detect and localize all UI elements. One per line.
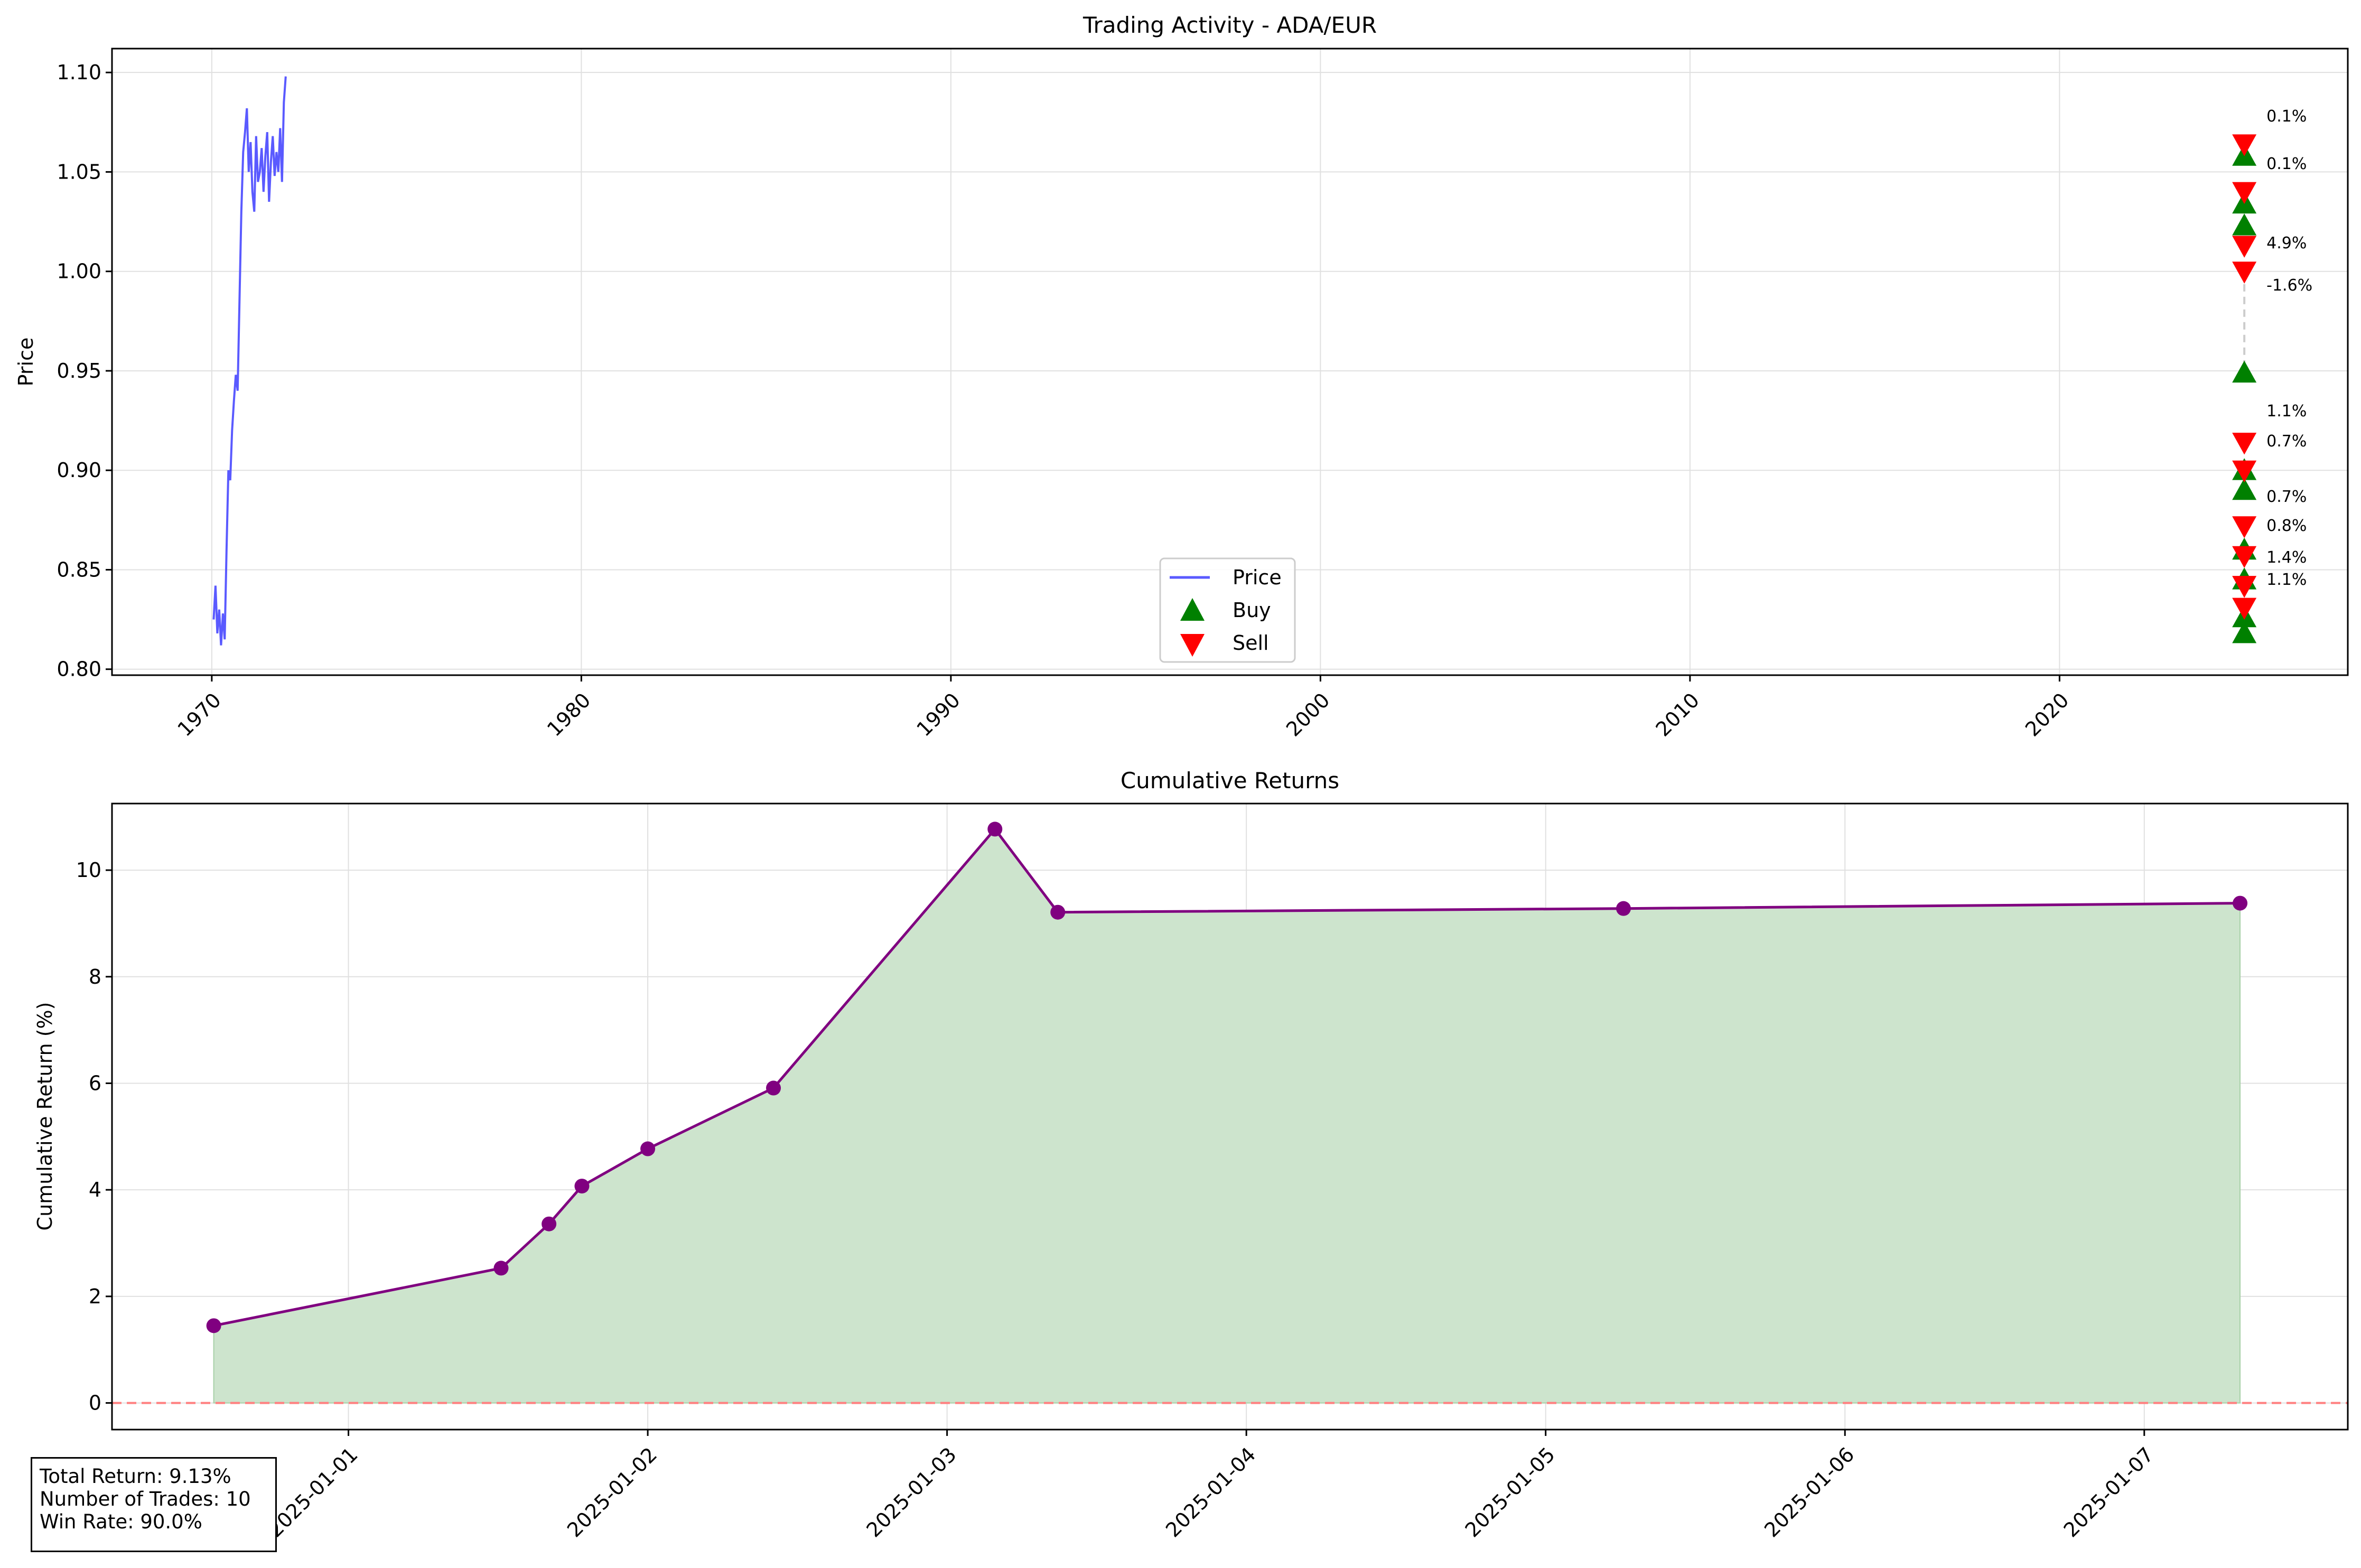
y-tick-label: 4 bbox=[89, 1178, 101, 1201]
price-chart-ticks: 1970 1980 1990 2000 2010 2020 0.80 0.85 0.90 0.95… bbox=[57, 61, 2073, 741]
y-tick-label: 1.05 bbox=[57, 160, 101, 183]
sell-marker bbox=[2232, 134, 2257, 156]
x-tick-label: 2025-01-06 bbox=[1760, 1443, 1859, 1542]
legend-buy-marker bbox=[1180, 598, 1205, 621]
price-chart-frame bbox=[111, 48, 2349, 676]
returns-point bbox=[640, 1141, 656, 1156]
y-tick-label: 1.10 bbox=[57, 61, 101, 84]
y-tick-label: 0.85 bbox=[57, 558, 101, 581]
price-chart: 0.1% 0.1% 4.9% -1.6% 1.1% 0.7% 0.7% 0.8% 1.4% 1.1… bbox=[14, 12, 2349, 741]
returns-point bbox=[493, 1261, 509, 1276]
legend-sell-marker bbox=[1180, 634, 1205, 657]
x-tick-label: 2025-01-01 bbox=[263, 1443, 362, 1542]
price-line bbox=[212, 76, 287, 646]
sell-marker bbox=[2232, 546, 2257, 568]
returns-point bbox=[542, 1216, 557, 1231]
returns-chart-ylabel: Cumulative Return (%) bbox=[33, 1002, 57, 1231]
sell-marker bbox=[2232, 516, 2257, 538]
returns-chart-series bbox=[112, 822, 2348, 1404]
price-chart-ylabel: Price bbox=[14, 338, 38, 387]
x-tick-label: 2025-01-02 bbox=[563, 1443, 661, 1542]
x-tick-label: 1990 bbox=[912, 688, 965, 741]
legend-buy-label: Buy bbox=[1233, 599, 1271, 622]
y-tick-label: 0 bbox=[89, 1392, 101, 1415]
returns-area bbox=[213, 828, 2241, 1404]
returns-point bbox=[987, 822, 1003, 837]
sell-marker bbox=[2232, 433, 2257, 455]
trade-return-label: 0.1% bbox=[2266, 155, 2307, 173]
y-tick-label: 0.80 bbox=[57, 658, 101, 681]
trade-return-label: 0.7% bbox=[2266, 488, 2307, 506]
y-tick-label: 0.95 bbox=[57, 359, 101, 382]
x-tick-label: 1980 bbox=[543, 688, 595, 741]
price-chart-annotations: 0.1% 0.1% 4.9% -1.6% 1.1% 0.7% 0.7% 0.8% 1.4% 1.1… bbox=[2266, 107, 2312, 589]
win-rate-text: Win Rate: 90.0% bbox=[40, 1510, 202, 1533]
price-chart-markers bbox=[2232, 134, 2257, 643]
trade-return-label: -1.6% bbox=[2266, 276, 2312, 295]
returns-chart-title: Cumulative Returns bbox=[1121, 768, 1339, 794]
buy-marker bbox=[2232, 621, 2257, 643]
y-tick-label: 2 bbox=[89, 1285, 101, 1308]
x-tick-label: 2025-01-07 bbox=[2059, 1443, 2158, 1542]
legend-price-label: Price bbox=[1233, 566, 1282, 589]
price-chart-title: Trading Activity - ADA/EUR bbox=[1082, 12, 1377, 38]
x-tick-label: 1970 bbox=[173, 688, 226, 741]
returns-point bbox=[2233, 895, 2248, 911]
stats-box: Total Return: 9.13% Number of Trades: 10… bbox=[31, 1457, 277, 1552]
returns-point bbox=[1616, 901, 1631, 916]
trade-return-label: 1.1% bbox=[2266, 571, 2307, 589]
buy-marker bbox=[2232, 360, 2257, 383]
trade-return-label: 0.7% bbox=[2266, 432, 2307, 451]
trade-return-label: 0.8% bbox=[2266, 517, 2307, 535]
price-chart-series bbox=[212, 76, 287, 646]
sell-marker bbox=[2232, 576, 2257, 598]
trade-return-label: 1.4% bbox=[2266, 548, 2307, 567]
returns-line bbox=[213, 827, 2241, 1327]
trade-return-label: 4.9% bbox=[2266, 234, 2307, 253]
number-of-trades-text: Number of Trades: 10 bbox=[40, 1488, 251, 1510]
x-tick-label: 2010 bbox=[1651, 688, 1704, 741]
y-tick-label: 1.00 bbox=[57, 260, 101, 283]
total-return-text: Total Return: 9.13% bbox=[40, 1465, 231, 1488]
y-tick-label: 0.90 bbox=[57, 459, 101, 482]
sell-marker bbox=[2232, 598, 2257, 620]
sell-marker bbox=[2232, 182, 2257, 204]
sell-marker bbox=[2232, 236, 2257, 258]
price-chart-legend: Price Buy Sell bbox=[1159, 557, 1296, 663]
trade-return-label: 0.1% bbox=[2266, 107, 2307, 126]
returns-point bbox=[206, 1318, 221, 1333]
x-tick-label: 2025-01-04 bbox=[1161, 1443, 1260, 1542]
returns-point bbox=[574, 1179, 590, 1194]
legend-sell-label: Sell bbox=[1233, 631, 1269, 655]
x-tick-label: 2000 bbox=[1282, 688, 1335, 741]
price-chart-grid bbox=[112, 49, 2348, 675]
trade-return-label: 1.1% bbox=[2266, 402, 2307, 421]
returns-point bbox=[766, 1080, 781, 1096]
returns-chart-frame bbox=[111, 802, 2349, 1431]
sell-marker bbox=[2232, 460, 2257, 483]
x-tick-label: 2025-01-03 bbox=[862, 1443, 961, 1542]
y-tick-label: 8 bbox=[89, 965, 101, 988]
buy-marker bbox=[2232, 213, 2257, 236]
x-tick-label: 2025-01-05 bbox=[1461, 1443, 1560, 1542]
y-tick-label: 6 bbox=[89, 1071, 101, 1095]
y-tick-label: 10 bbox=[76, 858, 101, 882]
x-tick-label: 2020 bbox=[2021, 688, 2074, 741]
buy-marker bbox=[2232, 478, 2257, 500]
returns-point bbox=[1050, 904, 1066, 920]
sell-marker bbox=[2232, 262, 2257, 284]
returns-chart: 2025-01-01 2025-01-02 2025-01-03 2025-01-04… bbox=[33, 768, 2349, 1542]
